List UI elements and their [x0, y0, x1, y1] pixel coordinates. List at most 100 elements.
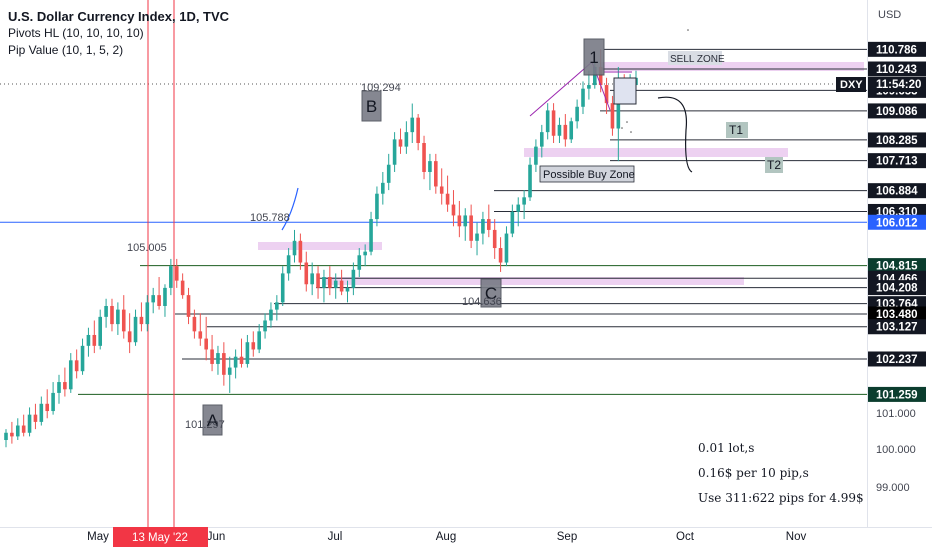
- candle-body[interactable]: [545, 110, 550, 133]
- candle-body[interactable]: [4, 432, 8, 441]
- candle-body[interactable]: [51, 392, 55, 412]
- candle-body[interactable]: [169, 266, 173, 288]
- indicator-pip-value[interactable]: Pip Value (10, 1, 5, 2): [8, 43, 124, 57]
- candle-body[interactable]: [45, 403, 50, 412]
- candle-body[interactable]: [180, 280, 185, 296]
- candle-body[interactable]: [216, 353, 220, 364]
- candle-body[interactable]: [74, 360, 79, 372]
- candle-body[interactable]: [328, 277, 332, 288]
- candle-body[interactable]: [245, 342, 250, 364]
- candle-body[interactable]: [98, 316, 103, 346]
- candle-body[interactable]: [198, 331, 203, 339]
- candle-body[interactable]: [68, 360, 73, 390]
- current-price-label-bg[interactable]: [868, 214, 926, 230]
- candle-body[interactable]: [345, 287, 350, 292]
- candle-body[interactable]: [539, 132, 544, 147]
- price-label-bg[interactable]: [868, 319, 926, 335]
- candle-body[interactable]: [416, 117, 420, 144]
- candle-body[interactable]: [269, 309, 273, 321]
- countdown-bg[interactable]: [868, 77, 926, 92]
- support-zone-box[interactable]: [325, 277, 744, 285]
- candle-body[interactable]: [598, 66, 603, 86]
- candle-body[interactable]: [534, 146, 538, 165]
- candle-body[interactable]: [581, 88, 585, 107]
- time-axis-label-may[interactable]: May: [87, 531, 109, 543]
- candle-body[interactable]: [121, 309, 126, 332]
- candle-body[interactable]: [357, 255, 362, 270]
- candle-body[interactable]: [510, 211, 515, 234]
- candle-body[interactable]: [475, 233, 479, 241]
- candle-body[interactable]: [133, 316, 138, 343]
- price-label-bg[interactable]: [868, 306, 926, 322]
- price-label-bg[interactable]: [868, 103, 926, 119]
- candle-body[interactable]: [587, 85, 591, 89]
- candle-body[interactable]: [528, 164, 532, 198]
- candle-body[interactable]: [469, 215, 473, 241]
- candle-body[interactable]: [363, 251, 367, 256]
- candle-body[interactable]: [292, 240, 297, 256]
- candle-body[interactable]: [557, 124, 562, 136]
- candle-body[interactable]: [227, 367, 232, 375]
- candle-body[interactable]: [33, 414, 38, 422]
- candle-body[interactable]: [186, 295, 191, 317]
- price-label-bg[interactable]: [868, 61, 926, 77]
- candle-body[interactable]: [522, 197, 526, 205]
- candle-body[interactable]: [487, 219, 491, 230]
- time-axis-label-sep[interactable]: Sep: [557, 531, 577, 543]
- candle-body[interactable]: [445, 193, 450, 205]
- candle-body[interactable]: [27, 414, 32, 433]
- candle-body[interactable]: [351, 269, 356, 288]
- candle-body[interactable]: [174, 266, 179, 281]
- symbol-tag-bg[interactable]: [836, 77, 866, 92]
- candle-body[interactable]: [410, 117, 415, 133]
- candle-body[interactable]: [604, 85, 609, 104]
- candle-body[interactable]: [110, 305, 114, 325]
- price-label-bg[interactable]: [868, 153, 926, 169]
- candle-body[interactable]: [551, 110, 556, 136]
- candle-body[interactable]: [116, 309, 120, 325]
- candle-body[interactable]: [204, 338, 208, 350]
- point-b-marker-box[interactable]: [361, 90, 382, 122]
- candle-body[interactable]: [322, 277, 326, 288]
- candle-body[interactable]: [80, 345, 85, 372]
- candle-body[interactable]: [222, 353, 226, 375]
- candle-body[interactable]: [57, 382, 61, 393]
- candle-body[interactable]: [339, 280, 344, 292]
- indicator-pivots-hl[interactable]: Pivots HL (10, 10, 10, 10): [8, 26, 144, 40]
- candle-body[interactable]: [157, 295, 161, 306]
- candle-body[interactable]: [39, 403, 44, 422]
- candle-body[interactable]: [233, 356, 238, 368]
- candle-body[interactable]: [163, 287, 167, 306]
- candle-body[interactable]: [457, 215, 462, 227]
- time-axis-label-jun[interactable]: Jun: [207, 531, 226, 543]
- price-label-bg[interactable]: [868, 183, 926, 199]
- point-1-marker-box[interactable]: [583, 38, 605, 76]
- price-label-bg[interactable]: [868, 41, 926, 57]
- candle-body[interactable]: [392, 139, 397, 165]
- candle-body[interactable]: [63, 382, 67, 390]
- candle-body[interactable]: [298, 240, 303, 263]
- price-label-bg[interactable]: [868, 258, 926, 274]
- candle-body[interactable]: [310, 273, 314, 285]
- candle-body[interactable]: [286, 255, 291, 274]
- candle-body[interactable]: [21, 425, 26, 433]
- candle-body[interactable]: [280, 273, 285, 303]
- candle-body[interactable]: [257, 331, 261, 350]
- candle-body[interactable]: [492, 229, 497, 249]
- candle-body[interactable]: [86, 334, 91, 346]
- time-axis-label-oct[interactable]: Oct: [676, 531, 695, 543]
- candle-body[interactable]: [239, 356, 244, 364]
- candle-body[interactable]: [10, 432, 14, 437]
- candle-body[interactable]: [316, 273, 320, 288]
- candle-body[interactable]: [428, 161, 432, 172]
- candle-body[interactable]: [92, 334, 97, 346]
- candle-body[interactable]: [251, 342, 256, 350]
- candle-body[interactable]: [139, 316, 144, 325]
- candle-body[interactable]: [575, 106, 579, 122]
- candle-body[interactable]: [481, 219, 485, 234]
- point-a-marker-box[interactable]: [202, 404, 223, 436]
- candle-body[interactable]: [439, 186, 444, 194]
- candle-body[interactable]: [404, 132, 409, 147]
- candle-body[interactable]: [422, 143, 426, 172]
